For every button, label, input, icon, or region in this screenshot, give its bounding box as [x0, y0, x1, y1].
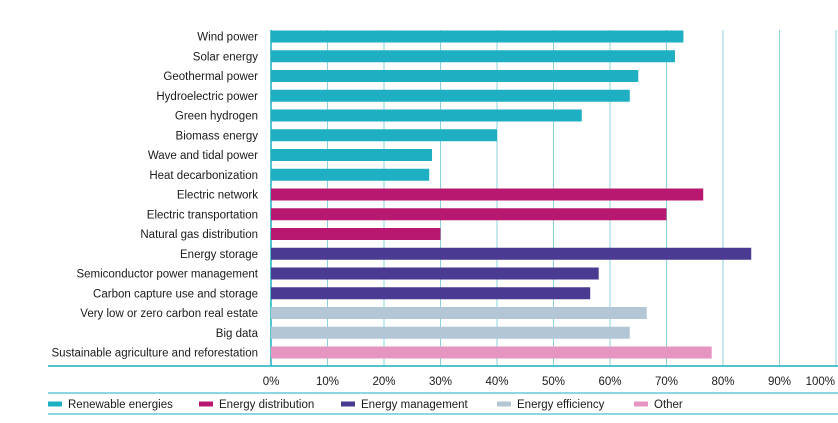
category-label: Electric transportation	[147, 209, 258, 221]
category-label: Heat decarbonization	[149, 170, 258, 182]
bar	[271, 228, 441, 240]
x-tick-label: 90%	[768, 376, 791, 388]
x-tick-label: 100%	[806, 376, 835, 388]
x-tick-label: 70%	[655, 376, 678, 388]
bar	[271, 129, 497, 142]
bar	[271, 287, 591, 300]
category-label: Wind power	[197, 32, 258, 44]
bars	[271, 30, 752, 359]
bar	[271, 50, 675, 63]
category-label: Natural gas distribution	[140, 229, 258, 241]
category-label: Semiconductor power management	[76, 269, 258, 281]
x-tick-label: 60%	[598, 376, 621, 388]
x-tick-label: 50%	[542, 376, 565, 388]
category-label: Wave and tidal power	[148, 150, 258, 162]
bar	[271, 168, 430, 181]
category-label: Geothermal power	[163, 71, 258, 83]
x-tick-label: 40%	[485, 376, 508, 388]
x-tick-label: 80%	[711, 376, 734, 388]
legend-swatch	[48, 401, 62, 407]
category-labels: Wind power Solar energy Geothermal power Hy…	[52, 32, 259, 360]
bar	[271, 247, 752, 260]
bar	[271, 149, 433, 161]
legend-swatch	[199, 401, 213, 407]
legend-label: Energy distribution	[219, 399, 314, 411]
bar	[271, 89, 630, 102]
category-label: Electric network	[177, 190, 258, 202]
bar	[271, 208, 667, 221]
x-tick-label: 20%	[372, 376, 395, 388]
category-label: Big data	[216, 328, 259, 340]
bar	[271, 326, 630, 339]
x-tick-label: 10%	[316, 376, 339, 388]
legend-label: Other	[654, 399, 683, 411]
bar	[271, 307, 647, 319]
x-tick-label: 0%	[263, 376, 280, 388]
category-label: Solar energy	[193, 51, 258, 63]
legend-label: Energy efficiency	[517, 399, 605, 411]
legend-label: Renewable energies	[68, 399, 173, 411]
bar	[271, 346, 712, 359]
bar	[271, 188, 704, 201]
legend-swatch	[497, 401, 511, 407]
legend-swatch	[634, 401, 648, 407]
legend-label: Energy management	[361, 399, 469, 411]
bar	[271, 70, 639, 82]
bar	[271, 109, 582, 122]
category-label: Sustainable agriculture and reforestatio…	[52, 348, 259, 360]
category-label: Biomass energy	[176, 130, 259, 142]
bar	[271, 30, 684, 43]
category-label: Carbon capture use and storage	[93, 288, 258, 300]
x-tick-label: 30%	[429, 376, 452, 388]
category-label: Hydroelectric power	[156, 91, 258, 103]
legend: Renewable energies Energy distribution Ene…	[48, 399, 683, 411]
category-label: Very low or zero carbon real estate	[80, 308, 258, 320]
category-label: Green hydrogen	[175, 111, 258, 123]
bar	[271, 267, 599, 280]
x-tick-labels: 0% 10% 20% 30% 40% 50% 60% 70% 80% 90% 100%	[263, 376, 835, 388]
legend-swatch	[341, 401, 355, 407]
category-label: Energy storage	[180, 249, 258, 261]
